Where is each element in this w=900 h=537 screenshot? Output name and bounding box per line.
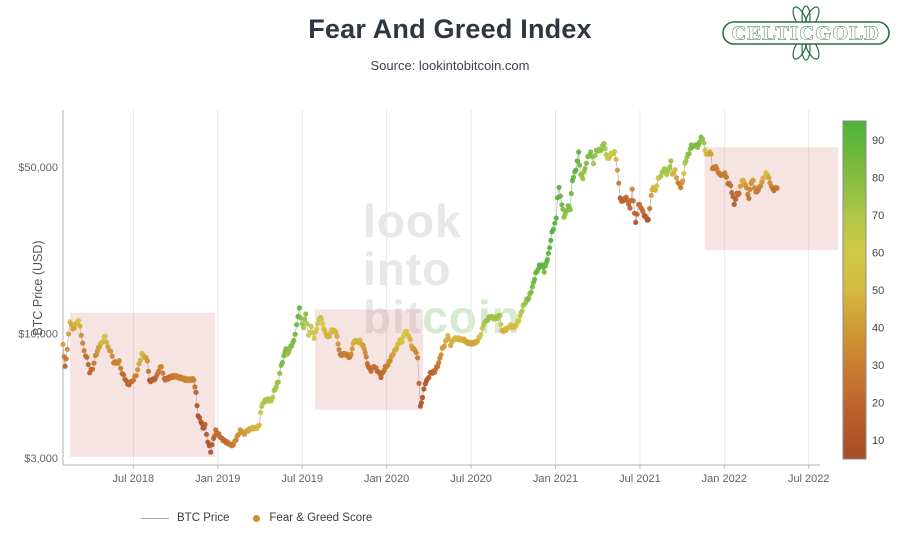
colorbar-tick-label: 30 xyxy=(872,360,884,372)
colorbar-tick-label: 20 xyxy=(872,398,884,410)
colorbar: 10 20 30 40 50 60 70 80 90 xyxy=(842,120,884,460)
x-tick-label: Jul 2020 xyxy=(450,473,492,485)
watermark-line1: look xyxy=(363,195,462,247)
chart-legend: BTC Price Fear & Greed Score xyxy=(141,512,372,524)
x-tick-label: Jul 2021 xyxy=(619,473,661,485)
fear-greed-score-dots xyxy=(60,134,780,455)
y-axis-tick-labels: $3,000 $10,000 $50,000 xyxy=(18,162,58,465)
legend-item-btc-price[interactable]: BTC Price xyxy=(141,512,229,524)
axis-spines xyxy=(62,110,820,466)
fear-greed-dot-icon xyxy=(253,514,261,522)
x-tick-label: Jul 2019 xyxy=(281,473,323,485)
colorbar-tick-label: 60 xyxy=(872,247,884,259)
x-tick-label: Jan 2019 xyxy=(195,473,240,485)
x-axis-tick-labels: Jul 2018 Jan 2019 Jul 2019 Jan 2020 Jul 2020… xyxy=(113,473,830,485)
x-tick-label: Jan 2020 xyxy=(364,473,409,485)
colorbar-tick-label: 80 xyxy=(872,172,884,184)
x-tick-label: Jul 2018 xyxy=(113,473,155,485)
colorbar-tick-label: 90 xyxy=(872,135,884,147)
legend-item-fear-greed[interactable]: Fear & Greed Score xyxy=(253,512,372,524)
celticgold-logo: CELTICGOLD xyxy=(720,4,892,62)
y-tick-label: $3,000 xyxy=(24,453,58,465)
colorbar-tick-label: 70 xyxy=(872,210,884,222)
page-subtitle: Source: lookintobitcoin.com xyxy=(370,58,530,73)
x-tick-label: Jan 2022 xyxy=(702,473,747,485)
highlight-regions xyxy=(70,147,839,457)
celtic-knot-icon: CELTICGOLD xyxy=(722,5,890,61)
x-tick-label: Jul 2022 xyxy=(788,473,830,485)
btc-price-line-icon xyxy=(141,517,169,519)
y-tick-label: $50,000 xyxy=(18,162,58,174)
legend-label-btc-price: BTC Price xyxy=(177,512,230,524)
legend-label-fear-greed: Fear & Greed Score xyxy=(269,512,373,524)
colorbar-tick-label: 10 xyxy=(872,435,884,447)
page-title: Fear And Greed Index xyxy=(308,14,592,44)
gridlines xyxy=(132,110,810,469)
colorbar-tick-label: 40 xyxy=(872,323,884,335)
colorbar-tick-label: 50 xyxy=(872,285,884,297)
logo-text: CELTICGOLD xyxy=(732,23,881,45)
y-tick-label: $10,000 xyxy=(18,328,58,340)
watermark-line2: into xyxy=(363,243,452,295)
lookintobitcoin-watermark: look into bitcoin xyxy=(363,197,521,341)
x-tick-label: Jan 2021 xyxy=(533,473,578,485)
